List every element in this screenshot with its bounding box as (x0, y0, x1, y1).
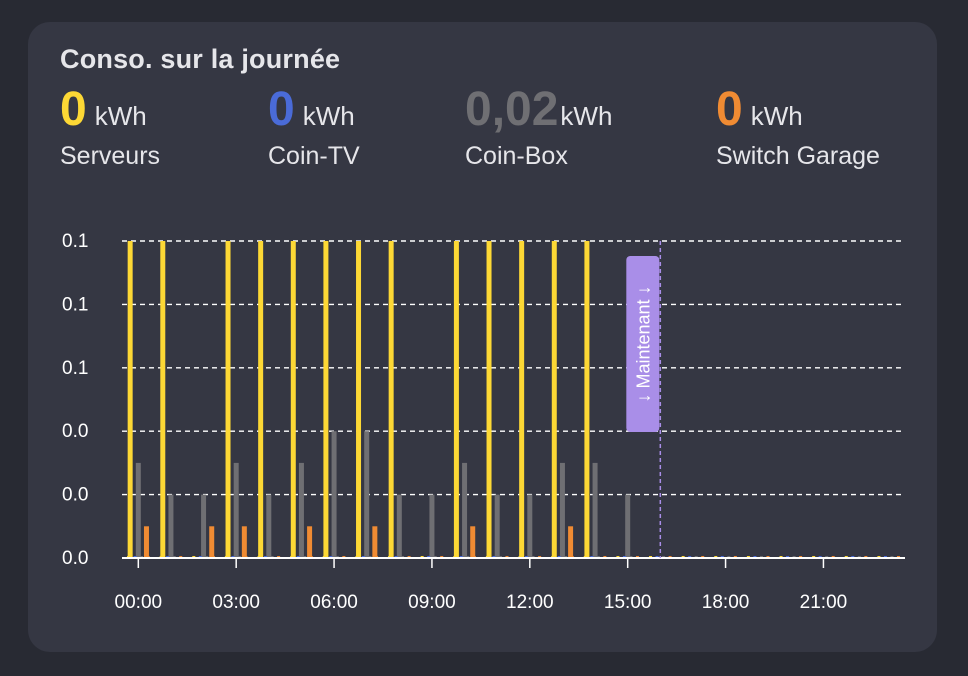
bar-series-2 (233, 462, 239, 558)
stat-unit: kWh (94, 101, 147, 131)
stat-unit: kWh (302, 101, 355, 131)
stat-label: Serveurs (60, 142, 161, 170)
bar-series-0 (258, 241, 264, 558)
bar-series-2 (494, 494, 500, 558)
stat-value: 0 (60, 83, 87, 136)
bar-series-3 (470, 526, 476, 558)
stat-coin-tv[interactable]: 0 kWh Coin-TV (268, 82, 360, 171)
bar-series-0 (356, 241, 362, 558)
stat-label: Coin-Box (465, 142, 568, 170)
bar-series-2 (625, 494, 631, 558)
now-marker-badge (626, 256, 660, 432)
card-title: Conso. sur la journée (60, 44, 341, 74)
x-tick-label: 06:00 (310, 592, 358, 613)
y-tick-label: 0.0 (62, 485, 88, 506)
y-tick-label: 0.1 (62, 294, 88, 315)
bar-series-3 (209, 526, 215, 558)
bar-series-2 (364, 431, 370, 558)
stat-value: 0 (268, 83, 295, 136)
x-tick-label: 12:00 (506, 592, 554, 613)
bar-series-2 (298, 462, 304, 558)
bar-series-0 (290, 241, 296, 558)
bar-series-2 (462, 462, 468, 558)
bar-series-2 (592, 462, 598, 558)
stat-label: Coin-TV (268, 142, 360, 170)
bar-series-2 (135, 462, 141, 558)
bar-series-2 (201, 494, 207, 558)
x-tick-label: 21:00 (800, 592, 848, 613)
bar-series-2 (527, 494, 533, 558)
bar-series-3 (372, 526, 378, 558)
bar-series-0 (225, 241, 231, 558)
bar-series-0 (584, 241, 590, 558)
stat-label: Switch Garage (716, 142, 880, 170)
y-tick-label: 0.0 (62, 421, 88, 442)
bar-series-3 (568, 526, 574, 558)
bar-series-2 (559, 462, 565, 558)
energy-card: Conso. sur la journée 0 kWh Serveurs 0 kWh… (28, 22, 937, 652)
bar-series-2 (266, 494, 272, 558)
bar-series-0 (519, 241, 525, 558)
stat-serveurs[interactable]: 0 kWh Serveurs (60, 82, 160, 171)
y-tick-label: 0.1 (62, 358, 88, 379)
bar-series-2 (429, 494, 435, 558)
bar-series-0 (388, 241, 394, 558)
bar-series-0 (551, 241, 557, 558)
x-tick-label: 18:00 (702, 592, 750, 613)
bar-series-3 (307, 526, 313, 558)
stat-switch-garage[interactable]: 0 kWh Switch Garage (716, 82, 880, 171)
stat-value: 0,02 (465, 83, 559, 136)
now-marker-label: ↓ Maintenant ↓ (633, 285, 653, 402)
bar-series-2 (331, 431, 337, 558)
bar-series-3 (143, 526, 149, 558)
stat-coin-box[interactable]: 0,02kWh Coin-Box (465, 82, 612, 171)
bar-series-0 (127, 241, 133, 558)
bar-series-0 (486, 241, 492, 558)
x-tick-label: 15:00 (604, 592, 652, 613)
x-tick-label: 03:00 (212, 592, 260, 613)
stat-unit: kWh (560, 101, 613, 131)
bar-series-0 (323, 241, 329, 558)
stat-value: 0 (716, 83, 743, 136)
y-tick-label: 0.0 (62, 548, 88, 569)
bar-series-2 (168, 494, 174, 558)
bar-series-0 (453, 241, 459, 558)
bar-series-3 (241, 526, 247, 558)
stat-unit: kWh (750, 101, 803, 131)
bar-series-0 (160, 241, 166, 558)
y-tick-label: 0.1 (62, 231, 88, 252)
x-tick-label: 00:00 (115, 592, 163, 613)
x-tick-label: 09:00 (408, 592, 456, 613)
bar-series-2 (396, 494, 402, 558)
